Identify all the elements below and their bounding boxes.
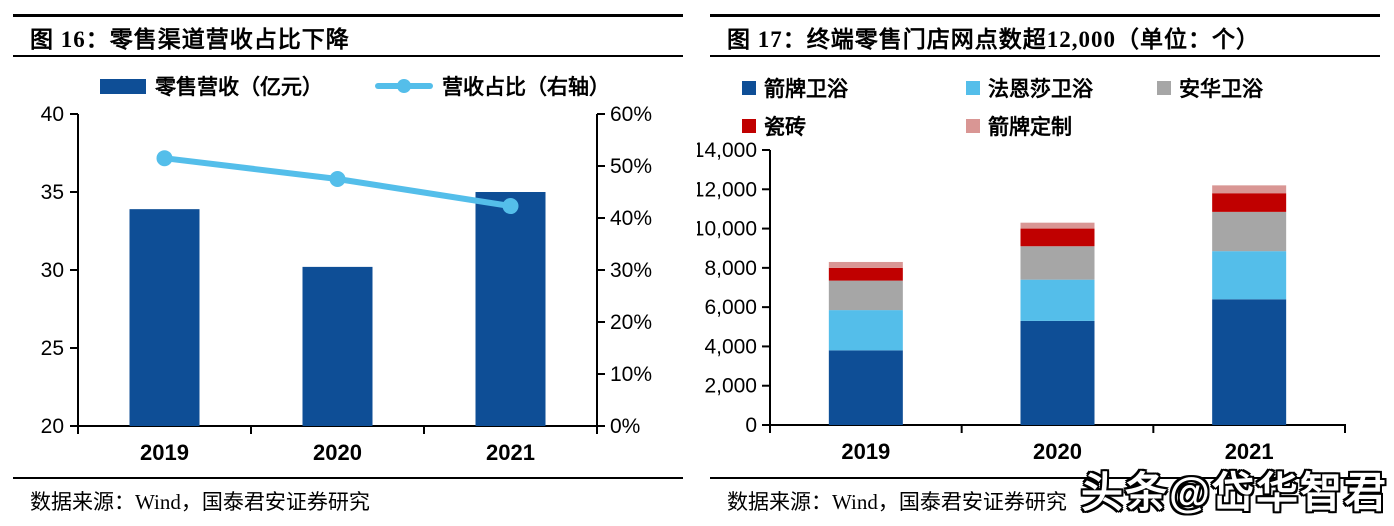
x-axis-label: 2019 [140, 440, 189, 465]
right-axis-tick-label: 60% [610, 103, 652, 126]
y-axis-tick-label: 6,000 [704, 296, 757, 319]
figure-16-legend: 零售营收（亿元） 营收占比（右轴） [100, 71, 610, 101]
figure-16-chart: 40 35 30 25 20 60% 50% 40% 30% 20% 10% 0% 2019 2020 20… [41, 103, 652, 465]
figure-17-panel: 图 17：终端零售门店网点数超12,000（单位：个） 箭牌卫浴 法恩莎卫浴 安… [697, 0, 1394, 526]
legend-label-ceramic-tile: 瓷砖 [764, 115, 806, 139]
y-axis-tick-label: 0 [745, 414, 757, 437]
figure-16-title-rule [13, 55, 683, 57]
legend-item-arrow-bathroom: 箭牌卫浴 [742, 73, 966, 103]
legend-item-annwa-bathroom: 安华卫浴 [1157, 73, 1263, 103]
figure-17-title: 图 17：终端零售门店网点数超12,000（单位：个） [727, 27, 1260, 52]
line-series-marker [397, 79, 411, 93]
ceramic-tile-swatch [742, 119, 756, 133]
x-axis-label: 2021 [1225, 439, 1274, 464]
revenue-share-point-2019 [156, 150, 173, 167]
right-axis-tick-label: 20% [610, 311, 652, 334]
stack-segment-2020-series-1 [1020, 279, 1095, 321]
legend-item-retail-revenue: 零售营收（亿元） [100, 71, 323, 101]
y-axis-tick-label: 10,000 [697, 218, 757, 241]
stack-segment-2019-series-3 [828, 267, 903, 281]
stack-segment-2020-series-3 [1020, 228, 1095, 247]
legend-item-ceramic-tile: 瓷砖 [742, 111, 966, 141]
line-series-swatch [375, 79, 433, 93]
figure-16-title: 图 16：零售渠道营收占比下降 [30, 27, 350, 52]
retail-revenue-bar-2021 [475, 192, 546, 426]
retail-revenue-bar-2019 [129, 209, 200, 426]
stack-segment-2021-series-0 [1212, 299, 1287, 425]
x-axis-label: 2019 [841, 439, 890, 464]
x-axis-label: 2020 [313, 440, 362, 465]
left-axis-tick-label: 30 [41, 259, 64, 282]
arrow-bathroom-swatch [742, 81, 756, 95]
figure-16-top-rule [13, 14, 683, 17]
revenue-share-point-2021 [502, 198, 519, 215]
legend-item-arrow-custom: 箭牌定制 [966, 111, 1157, 141]
right-axis-tick-label: 40% [610, 207, 652, 230]
y-axis-tick-label: 2,000 [704, 375, 757, 398]
figure-17-source: 数据来源：Wind，国泰君安证券研究 [727, 490, 1067, 514]
stack-segment-2021-series-4 [1212, 185, 1287, 194]
stack-segment-2019-series-1 [828, 310, 903, 351]
legend-label-revenue-share: 营收占比（右轴） [442, 75, 610, 99]
figure-16-panel: 图 16：零售渠道营收占比下降 零售营收（亿元） 营收占比（右轴） 40 35 30… [13, 14, 683, 514]
stack-segment-2020-series-0 [1020, 320, 1095, 425]
figure-17-bottom-rule [710, 477, 1380, 479]
legend-label-faenza-bathroom: 法恩莎卫浴 [988, 77, 1093, 101]
left-axis-tick-label: 20 [41, 415, 64, 438]
legend-label-retail-revenue: 零售营收（亿元） [155, 75, 323, 99]
y-axis-tick-label: 8,000 [704, 257, 757, 280]
left-axis-tick-label: 40 [41, 103, 64, 126]
stack-segment-2021-series-3 [1212, 193, 1287, 212]
stack-segment-2020-series-4 [1020, 222, 1095, 229]
stack-segment-2021-series-2 [1212, 211, 1287, 252]
right-axis-tick-label: 50% [610, 155, 652, 178]
figure-17-top-rule [710, 14, 1380, 17]
revenue-share-point-2020 [329, 171, 346, 187]
watermark: 头条@岱华智君 [1081, 469, 1388, 516]
left-axis-tick-label: 35 [41, 181, 64, 204]
stack-segment-2019-series-0 [828, 350, 903, 425]
faenza-bathroom-swatch [966, 81, 980, 95]
y-axis-tick-label: 4,000 [704, 335, 757, 358]
legend-item-faenza-bathroom: 法恩莎卫浴 [966, 73, 1157, 103]
left-axis-tick-label: 25 [41, 337, 64, 360]
stack-segment-2019-series-2 [828, 280, 903, 311]
right-axis-tick-label: 10% [610, 363, 652, 386]
stack-segment-2020-series-2 [1020, 246, 1095, 280]
x-axis-label: 2020 [1033, 439, 1082, 464]
right-axis-tick-label: 0% [610, 415, 640, 438]
retail-revenue-bar-2020 [302, 266, 373, 426]
figure-16-bottom-rule [13, 477, 683, 479]
legend-item-revenue-share: 营收占比（右轴） [375, 71, 610, 101]
y-axis-tick-label: 12,000 [697, 178, 757, 201]
legend-label-arrow-custom: 箭牌定制 [988, 115, 1072, 139]
stack-segment-2021-series-1 [1212, 251, 1287, 300]
legend-label-annwa-bathroom: 安华卫浴 [1179, 77, 1263, 101]
figure-16-source: 数据来源：Wind，国泰君安证券研究 [30, 490, 370, 514]
figure-17-chart: 14,000 12,000 10,000 8,000 6,000 4,000 2,000 0 2… [697, 139, 1346, 464]
y-axis-tick-label: 14,000 [697, 139, 757, 162]
x-axis-label: 2021 [486, 440, 535, 465]
figure-17-legend: 箭牌卫浴 法恩莎卫浴 安华卫浴 瓷砖 箭牌定制 [742, 73, 1263, 141]
bar-series-swatch [100, 78, 146, 94]
right-axis-tick-label: 30% [610, 259, 652, 282]
annwa-bathroom-swatch [1157, 81, 1171, 95]
arrow-custom-swatch [966, 119, 980, 133]
legend-label-arrow-bathroom: 箭牌卫浴 [764, 77, 848, 101]
figure-17-title-rule [710, 55, 1380, 57]
stack-segment-2019-series-4 [828, 261, 903, 268]
